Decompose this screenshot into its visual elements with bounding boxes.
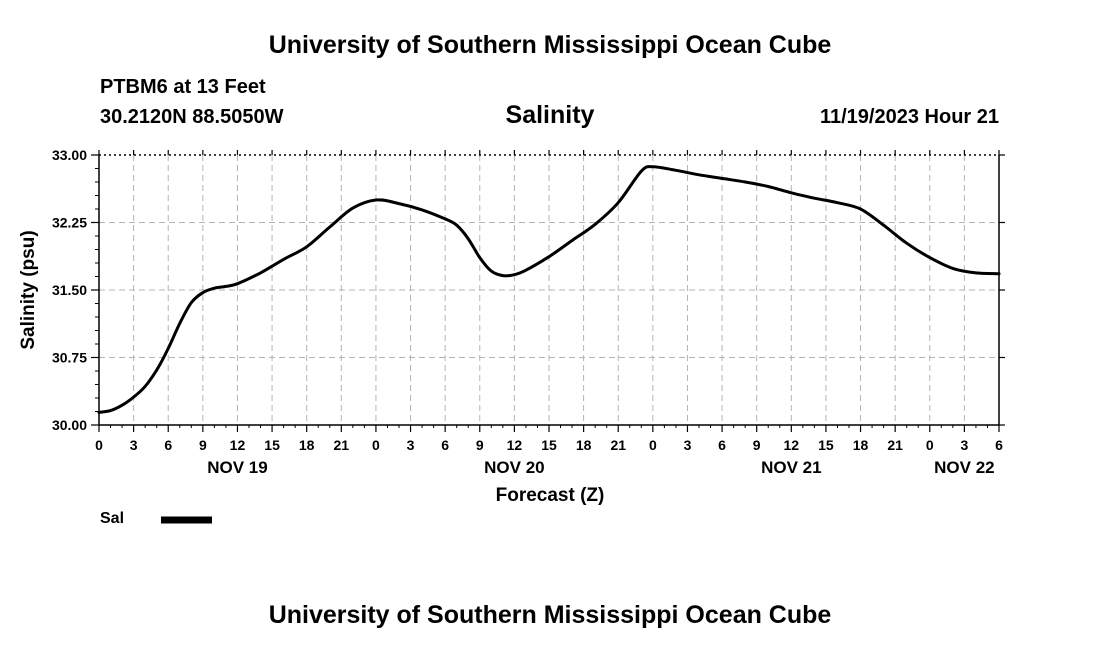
date-label: NOV 19	[207, 458, 267, 477]
x-tick-label: 3	[960, 437, 968, 453]
y-tick-label: 31.50	[52, 282, 87, 298]
x-tick-label: 9	[753, 437, 761, 453]
x-tick-label: 9	[476, 437, 484, 453]
x-tick-label: 18	[576, 437, 592, 453]
x-tick-label: 0	[95, 437, 103, 453]
x-tick-label: 0	[926, 437, 934, 453]
x-tick-label: 3	[130, 437, 138, 453]
x-tick-label: 6	[441, 437, 449, 453]
station-coordinates: 30.2120N 88.5050W	[100, 106, 284, 128]
x-tick-label: 6	[995, 437, 1003, 453]
y-tick-label: 33.00	[52, 147, 87, 163]
y-tick-label: 30.75	[52, 350, 87, 366]
x-tick-label: 21	[610, 437, 626, 453]
grid-lines	[99, 155, 999, 425]
date-label: NOV 22	[934, 458, 994, 477]
x-tick-label: 0	[649, 437, 657, 453]
y-tick-label: 30.00	[52, 417, 87, 433]
x-tick-label: 3	[407, 437, 415, 453]
page-title: University of Southern Mississippi Ocean…	[268, 31, 832, 59]
x-tick-label: 18	[853, 437, 869, 453]
x-tick-label: 6	[164, 437, 172, 453]
date-label: NOV 20	[484, 458, 544, 477]
x-tick-label: 0	[372, 437, 380, 453]
y-tick-label: 32.25	[52, 215, 87, 231]
x-tick-label: 21	[334, 437, 350, 453]
series-layer	[97, 165, 1001, 414]
x-tick-label: 6	[718, 437, 726, 453]
axis-ticks	[91, 150, 1005, 432]
x-tick-label: 3	[684, 437, 692, 453]
station-label: PTBM6 at 13 Feet	[100, 76, 266, 98]
series-line-sal	[97, 165, 1001, 414]
axis-labels: 0 3 6 9 12 15 18 21 0 3 6 9 12 15 18 21 0 3 6 9 12 15 18 21 0 3 6 3…	[18, 147, 1003, 506]
x-tick-label: 18	[299, 437, 315, 453]
x-tick-label: 12	[507, 437, 523, 453]
legend-label: Sal	[100, 510, 125, 527]
x-tick-label: 12	[230, 437, 246, 453]
x-tick-label: 12	[784, 437, 800, 453]
x-tick-label: 15	[264, 437, 280, 453]
x-tick-label: 15	[818, 437, 834, 453]
y-axis-title: Salinity (psu)	[18, 230, 39, 349]
x-tick-label: 21	[887, 437, 903, 453]
date-label: NOV 21	[761, 458, 821, 477]
x-tick-label: 9	[199, 437, 207, 453]
forecast-timestamp: 11/19/2023 Hour 21	[819, 106, 999, 128]
x-tick-label: 15	[541, 437, 557, 453]
chart-title: Salinity	[505, 101, 595, 129]
footer-title: University of Southern Mississippi Ocean…	[268, 601, 832, 629]
x-axis-title: Forecast (Z)	[496, 485, 605, 506]
